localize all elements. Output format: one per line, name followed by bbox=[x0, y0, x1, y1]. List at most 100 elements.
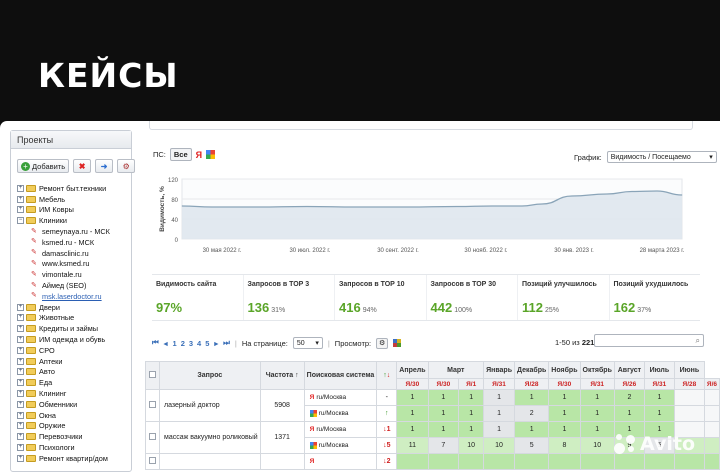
tree-item[interactable]: ✎ msk.laserdoctor.ru bbox=[17, 291, 127, 302]
tree-item[interactable]: + Ремонт быт.техники bbox=[17, 183, 127, 194]
tree-item[interactable]: + ИМ Ковры bbox=[17, 205, 127, 216]
table-search-input[interactable]: ⌕ bbox=[594, 334, 704, 347]
column-month[interactable]: Июль bbox=[643, 361, 675, 379]
expand-icon[interactable]: + bbox=[17, 314, 24, 322]
sort-icon[interactable]: ↑ bbox=[293, 372, 299, 379]
prev-page-icon[interactable]: ◂ bbox=[163, 338, 168, 348]
grid-view-icon[interactable] bbox=[393, 339, 402, 347]
checkbox[interactable] bbox=[149, 433, 156, 440]
tree-item[interactable]: + Авто bbox=[17, 367, 127, 378]
page-number[interactable]: 3 bbox=[188, 338, 194, 348]
tree-item[interactable]: + Кредиты и займы bbox=[17, 323, 127, 334]
tree-item[interactable]: + Еда bbox=[17, 377, 127, 388]
expand-icon[interactable]: + bbox=[17, 336, 24, 344]
expand-icon[interactable]: + bbox=[17, 303, 24, 311]
delete-button[interactable]: ✖ bbox=[73, 159, 92, 173]
expand-icon[interactable]: + bbox=[17, 444, 24, 452]
expand-icon[interactable]: + bbox=[17, 411, 24, 419]
tree-item[interactable]: + Обменники bbox=[17, 399, 127, 410]
column-month[interactable]: Март bbox=[427, 361, 485, 379]
column-change[interactable]: ↑↓ bbox=[376, 361, 398, 390]
filter-all-button[interactable]: Все bbox=[169, 148, 192, 161]
expand-icon[interactable]: + bbox=[17, 433, 24, 441]
column-date[interactable]: Я/6 bbox=[703, 378, 720, 390]
tree-item[interactable]: + Оружие bbox=[17, 421, 127, 432]
next-page-icon[interactable]: ▸ bbox=[214, 338, 219, 348]
column-date[interactable]: Я/31 bbox=[579, 378, 615, 390]
checkbox[interactable] bbox=[149, 371, 156, 378]
tree-item[interactable]: + Клининг bbox=[17, 388, 127, 399]
move-button[interactable]: ➜ bbox=[95, 159, 114, 173]
expand-icon[interactable]: + bbox=[17, 325, 24, 333]
graph-select[interactable]: Видимость / Посещаемо ▾ bbox=[606, 151, 717, 163]
column-date[interactable]: Я/26 bbox=[613, 378, 645, 390]
yandex-icon[interactable]: Я bbox=[195, 149, 203, 160]
per-page-select[interactable]: 50 ▾ bbox=[292, 337, 323, 349]
column-date[interactable]: Я/28 bbox=[673, 378, 705, 390]
expand-icon[interactable]: + bbox=[17, 454, 24, 462]
tree-item[interactable]: ✎ Аймед (SEO) bbox=[17, 280, 127, 291]
tree-item[interactable]: + СРО bbox=[17, 345, 127, 356]
select-all-checkbox[interactable] bbox=[145, 361, 160, 390]
column-month[interactable]: Апрель bbox=[396, 361, 429, 379]
tree-item[interactable]: + Аптеки bbox=[17, 356, 127, 367]
tree-item[interactable]: − Клиники bbox=[17, 215, 127, 226]
column-month[interactable]: Август bbox=[613, 361, 645, 379]
column-date[interactable]: Я/30 bbox=[427, 378, 460, 390]
page-number[interactable]: 4 bbox=[197, 338, 202, 348]
checkbox[interactable] bbox=[149, 457, 156, 464]
page-number[interactable]: 2 bbox=[180, 338, 185, 348]
add-project-button[interactable]: + Добавить bbox=[17, 159, 70, 173]
view-settings-icon[interactable]: ⚙ bbox=[376, 337, 389, 349]
tree-item[interactable]: ✎ damasclinic.ru bbox=[17, 248, 127, 259]
expand-icon[interactable]: + bbox=[17, 357, 24, 365]
table-row[interactable]: Я ↓2 bbox=[145, 453, 720, 470]
column-month[interactable]: Июнь bbox=[673, 361, 705, 379]
tree-item[interactable]: + Двери bbox=[17, 302, 127, 313]
tree-item[interactable]: + Животные bbox=[17, 313, 127, 324]
column-date[interactable]: Я/30 bbox=[396, 378, 429, 390]
expand-icon[interactable]: − bbox=[17, 217, 24, 225]
page-number[interactable]: 1 bbox=[172, 338, 177, 348]
expand-icon[interactable]: + bbox=[17, 400, 24, 408]
last-page-icon[interactable]: ⏭ bbox=[223, 338, 230, 347]
column-month[interactable]: Ноябрь bbox=[548, 361, 581, 379]
expand-icon[interactable]: + bbox=[17, 184, 24, 192]
checkbox[interactable] bbox=[149, 401, 156, 408]
tree-item[interactable]: ✎ ksmed.ru - МСК bbox=[17, 237, 127, 248]
expand-icon[interactable]: + bbox=[17, 390, 24, 398]
tree-item[interactable]: + Перевозчики bbox=[17, 431, 127, 442]
column-month[interactable]: Декабрь bbox=[514, 361, 550, 379]
expand-icon[interactable]: + bbox=[17, 346, 24, 354]
tree-item[interactable]: + Мебель bbox=[17, 194, 127, 205]
expand-icon[interactable]: + bbox=[17, 195, 24, 203]
column-search-engine[interactable]: Поисковая система bbox=[303, 361, 378, 390]
page-number[interactable]: 5 bbox=[205, 338, 210, 348]
settings-button[interactable]: ⚙ bbox=[117, 159, 136, 173]
column-date[interactable]: Я/31 bbox=[643, 378, 675, 390]
column-frequency[interactable]: Частота ↑ bbox=[259, 361, 305, 390]
column-month[interactable]: Октябрь bbox=[579, 361, 615, 379]
row-checkbox-cell[interactable] bbox=[145, 389, 160, 422]
tree-item[interactable]: + ИМ одежда и обувь bbox=[17, 334, 127, 345]
row-checkbox-cell[interactable] bbox=[145, 453, 160, 470]
first-page-icon[interactable]: ⏮ bbox=[152, 338, 159, 347]
expand-icon[interactable]: + bbox=[17, 368, 24, 376]
tree-item[interactable]: ✎ vimontale.ru bbox=[17, 269, 127, 280]
expand-icon[interactable]: + bbox=[17, 206, 24, 214]
column-query[interactable]: Запрос bbox=[159, 361, 261, 390]
row-checkbox-cell[interactable] bbox=[145, 421, 160, 454]
column-date[interactable]: Я/28 bbox=[514, 378, 550, 390]
google-icon[interactable] bbox=[206, 150, 216, 159]
expand-icon[interactable]: + bbox=[17, 379, 24, 387]
column-date[interactable]: Я/1 bbox=[458, 378, 485, 390]
tree-item[interactable]: + Психологи bbox=[17, 442, 127, 453]
tree-item[interactable]: ✎ www.ksmed.ru bbox=[17, 259, 127, 270]
tree-item[interactable]: + Ремонт квартир/дом bbox=[17, 453, 127, 464]
column-date[interactable]: Я/31 bbox=[483, 378, 516, 390]
column-month[interactable]: Январь bbox=[483, 361, 516, 379]
tree-item[interactable]: ✎ semeynaya.ru - МСК bbox=[17, 226, 127, 237]
column-date[interactable]: Я/30 bbox=[548, 378, 581, 390]
